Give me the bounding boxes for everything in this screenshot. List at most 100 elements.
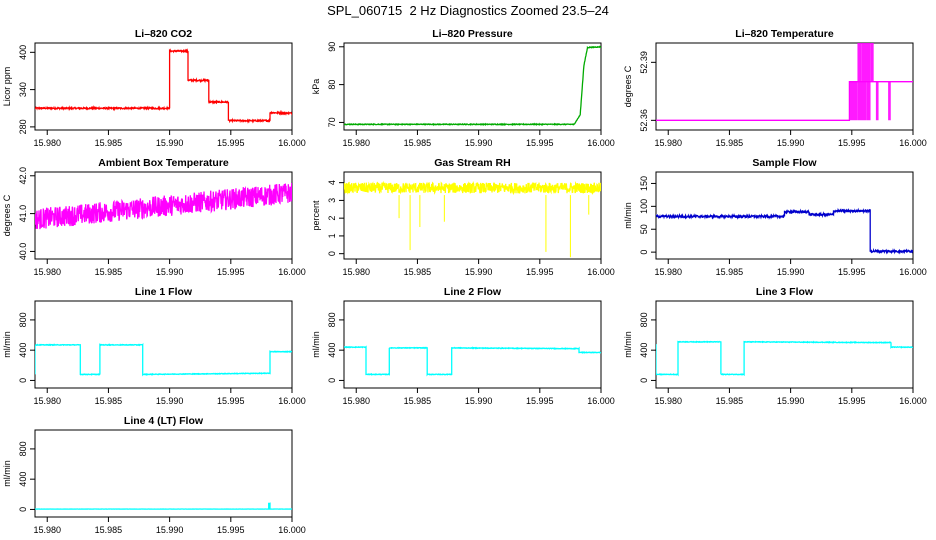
series-line: [656, 207, 913, 255]
chart-title: Ambient Box Temperature: [98, 157, 229, 169]
y-tick-label: 0: [18, 378, 28, 383]
x-tick-label: 15.985: [716, 267, 744, 277]
y-tick-label: 400: [18, 343, 28, 358]
series-oscillation: [849, 81, 871, 121]
y-tick-label: 100: [639, 199, 649, 214]
y-tick-label: 42.0: [18, 167, 28, 185]
series-line: [344, 180, 601, 196]
x-tick-label: 15.995: [838, 267, 866, 277]
series-oscillation: [857, 43, 874, 82]
plot-frame: [343, 300, 602, 389]
chart-title: Line 2 Flow: [444, 286, 502, 298]
chart-title: Gas Stream RH: [434, 157, 510, 169]
y-tick-label: 800: [18, 441, 28, 456]
chart-title: Li–820 Pressure: [432, 28, 513, 40]
x-tick-label: 15.980: [342, 267, 370, 277]
series-line: [656, 81, 913, 121]
y-tick-label: 50: [639, 224, 649, 234]
x-tick-label: 15.990: [465, 267, 493, 277]
x-tick-label: 15.995: [838, 396, 866, 406]
x-tick-label: 15.980: [654, 396, 682, 406]
y-tick-label: 40.0: [18, 243, 28, 261]
chart-title: Line 3 Flow: [756, 286, 814, 298]
x-tick-label: 16.000: [278, 138, 306, 148]
x-tick-label: 16.000: [899, 138, 927, 148]
y-tick-label: 90: [327, 42, 337, 52]
x-tick-label: 15.985: [95, 396, 123, 406]
page-title: SPL_060715 2 Hz Diagnostics Zoomed 23.5–…: [327, 3, 609, 18]
y-tick-label: 400: [327, 343, 337, 358]
x-tick-label: 15.980: [654, 138, 682, 148]
y-axis-label: Licor ppm: [2, 67, 12, 107]
x-tick-label: 15.990: [465, 138, 493, 148]
chart-pressure: Li–820 Pressure kPa 15.980 15.985 15.990 15.9…: [311, 28, 615, 148]
series-line: [656, 340, 913, 377]
x-tick-label: 15.995: [217, 396, 245, 406]
x-tick-label: 16.000: [278, 267, 306, 277]
x-tick-label: 15.995: [526, 138, 554, 148]
x-tick-label: 15.985: [716, 138, 744, 148]
x-tick-label: 16.000: [899, 267, 927, 277]
y-axis-label: degrees C: [2, 194, 12, 236]
chart-line4: Line 4 (LT) Flow ml/min 15.980 15.985 15.990…: [2, 415, 306, 535]
series-line: [35, 182, 292, 230]
y-tick-label: 400: [639, 343, 649, 358]
chart-title: Li–820 CO2: [135, 28, 192, 40]
y-tick-label: 150: [639, 176, 649, 191]
y-axis-label: percent: [311, 200, 321, 231]
y-tick-label: 0: [639, 378, 649, 383]
y-tick-label: 340: [18, 82, 28, 97]
y-axis-label: ml/min: [2, 460, 12, 487]
chart-ambient: Ambient Box Temperature degrees C 15.980 15…: [2, 157, 306, 277]
y-tick-label: 800: [18, 312, 28, 327]
series-line: [35, 342, 292, 377]
plot-frame: [343, 42, 602, 131]
y-tick-label: 280: [18, 119, 28, 134]
y-axis-label: ml/min: [311, 331, 321, 358]
chart-title: Line 1 Flow: [135, 286, 193, 298]
x-tick-label: 15.980: [33, 525, 61, 535]
series-oscillation: [875, 81, 879, 121]
chart-temperature: Li–820 Temperature degrees C 15.980 15.985 1…: [623, 28, 927, 148]
plot-frame: [343, 171, 602, 260]
x-tick-label: 15.980: [654, 267, 682, 277]
x-tick-label: 16.000: [587, 396, 615, 406]
series-line: [344, 345, 601, 377]
chart-sample_flow: Sample Flow ml/min 15.980 15.985 15.990 15.99…: [623, 157, 927, 277]
x-tick-label: 16.000: [587, 267, 615, 277]
x-tick-label: 15.985: [716, 396, 744, 406]
y-tick-label: 0: [327, 251, 337, 256]
y-tick-label: 400: [18, 472, 28, 487]
x-tick-label: 15.995: [217, 267, 245, 277]
chart-title: Li–820 Temperature: [735, 28, 834, 40]
x-tick-label: 15.990: [777, 267, 805, 277]
y-axis-label: degrees C: [623, 65, 633, 107]
chart-line2: Line 2 Flow ml/min 15.980 15.985 15.990 15.99…: [311, 286, 615, 406]
series-line: [35, 502, 292, 510]
y-axis-label: kPa: [311, 79, 321, 95]
plot-frame: [655, 300, 914, 389]
y-tick-label: 3: [327, 198, 337, 203]
x-tick-label: 15.990: [465, 396, 493, 406]
chart-line3: Line 3 Flow ml/min 15.980 15.985 15.990 15.99…: [623, 286, 927, 406]
x-tick-label: 15.980: [33, 396, 61, 406]
x-tick-label: 15.985: [95, 138, 123, 148]
y-tick-label: 1: [327, 233, 337, 238]
series-oscillation: [888, 81, 891, 121]
plot-frame: [34, 42, 293, 131]
y-tick-label: 800: [327, 312, 337, 327]
chart-title: Line 4 (LT) Flow: [124, 415, 204, 427]
y-tick-label: 52.39: [639, 51, 649, 74]
x-tick-label: 15.990: [777, 138, 805, 148]
x-tick-label: 15.980: [33, 267, 61, 277]
x-tick-label: 16.000: [278, 525, 306, 535]
chart-line1: Line 1 Flow ml/min 15.980 15.985 15.990 15.99…: [2, 286, 306, 406]
x-tick-label: 15.990: [156, 396, 184, 406]
plot-frame: [655, 42, 914, 131]
y-tick-label: 4: [327, 180, 337, 185]
x-tick-label: 15.990: [156, 525, 184, 535]
x-tick-label: 15.985: [404, 396, 432, 406]
y-tick-label: 70: [327, 117, 337, 127]
x-tick-label: 15.985: [404, 138, 432, 148]
